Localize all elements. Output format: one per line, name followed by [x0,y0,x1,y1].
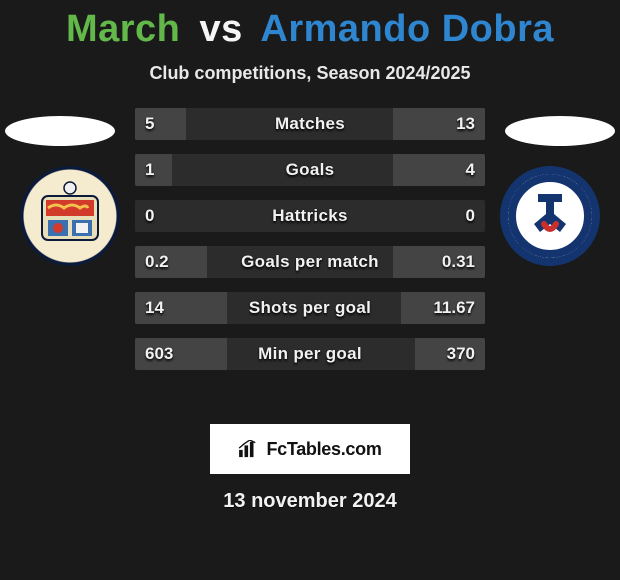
stat-value-right: 0 [466,200,475,232]
brand-badge: FcTables.com [210,424,410,474]
stat-bars: 5Matches13 1Goals4 0Hattricks0 0.2Goals per… [135,108,485,384]
stat-row: 0.2Goals per match0.31 [135,246,485,278]
stat-row: 14Shots per goal11.67 [135,292,485,324]
club-crest-right-icon [500,166,600,266]
crest-left-svg-icon [20,166,120,266]
flag-left-icon [5,116,115,146]
stat-row: 5Matches13 [135,108,485,140]
stat-value-right: 13 [456,108,475,140]
stat-value-right: 4 [466,154,475,186]
page-title: March vs Armando Dobra [0,0,620,51]
player2-name: Armando Dobra [260,8,554,50]
club-crest-left-icon [20,166,120,266]
stat-label: Matches [135,108,485,140]
stat-label: Goals [135,154,485,186]
stat-value-right: 0.31 [442,246,475,278]
vs-text: vs [199,8,242,50]
bar-chart-icon [238,440,260,458]
stat-row: 603Min per goal370 [135,338,485,370]
stat-label: Hattricks [135,200,485,232]
stat-row: 1Goals4 [135,154,485,186]
stat-row: 0Hattricks0 [135,200,485,232]
stat-value-right: 370 [447,338,475,370]
crest-right-svg-icon [500,166,600,266]
brand-text: FcTables.com [266,439,381,460]
comparison-card: March vs Armando Dobra Club competitions… [0,0,620,580]
stat-label: Min per goal [135,338,485,370]
stat-label: Goals per match [135,246,485,278]
subtitle: Club competitions, Season 2024/2025 [0,63,620,84]
stat-value-right: 11.67 [433,292,475,324]
player1-name: March [66,8,180,50]
content-stage: 5Matches13 1Goals4 0Hattricks0 0.2Goals per… [0,108,620,408]
date-text: 13 november 2024 [0,490,620,513]
flag-right-icon [505,116,615,146]
